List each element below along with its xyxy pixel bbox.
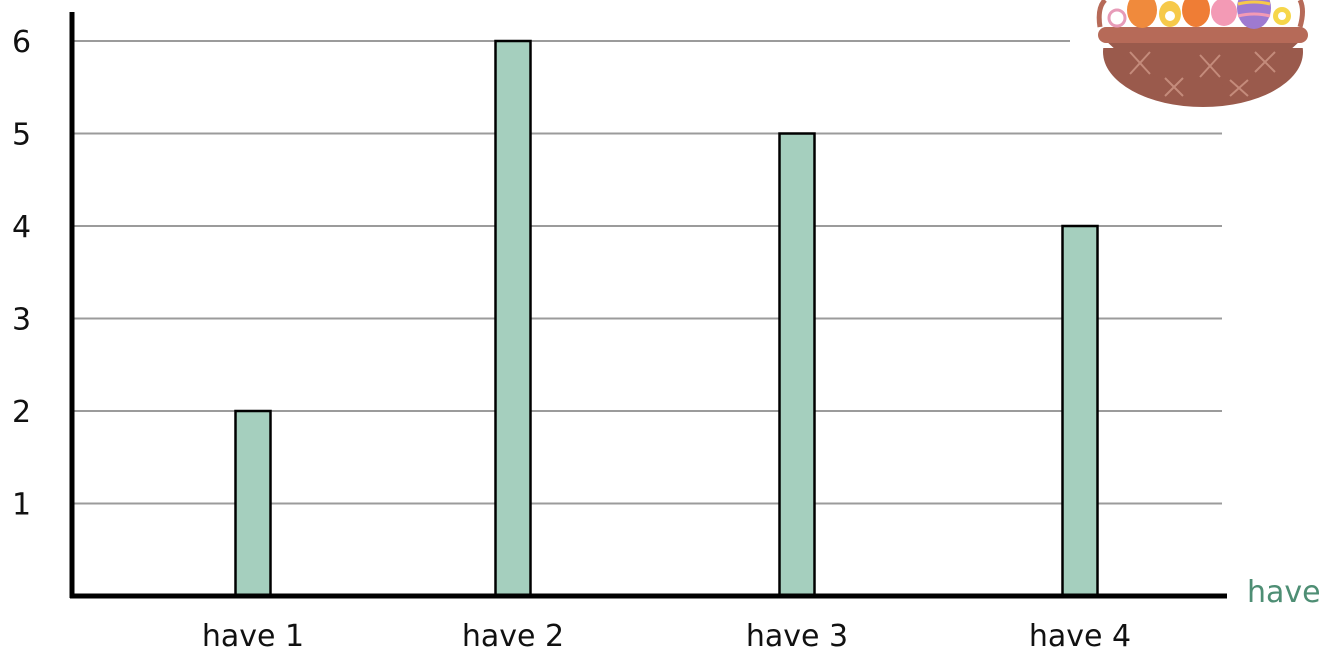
x-tick-label: have 2 <box>462 619 564 651</box>
bar <box>778 132 816 598</box>
x-tick-labels: have 1 have 2 have 3 have 4 <box>202 619 1131 651</box>
bar <box>1061 224 1099 598</box>
y-tick-label: 6 <box>12 25 31 60</box>
x-tick-label: have 1 <box>202 619 304 651</box>
y-tick-label: 3 <box>12 303 31 338</box>
axes <box>69 12 1227 599</box>
y-tick-labels: 1 2 3 4 5 6 <box>12 25 31 523</box>
y-tick-label: 4 <box>12 210 31 245</box>
x-axis-label: have <box>1247 575 1321 610</box>
bar <box>234 409 272 598</box>
bar <box>494 39 532 598</box>
y-tick-label: 1 <box>12 488 31 523</box>
x-tick-label: have 4 <box>1029 619 1131 651</box>
y-tick-label: 2 <box>12 395 31 430</box>
y-tick-label: 5 <box>12 118 31 153</box>
easter-basket-icon <box>1096 0 1309 107</box>
x-tick-label: have 3 <box>746 619 848 651</box>
